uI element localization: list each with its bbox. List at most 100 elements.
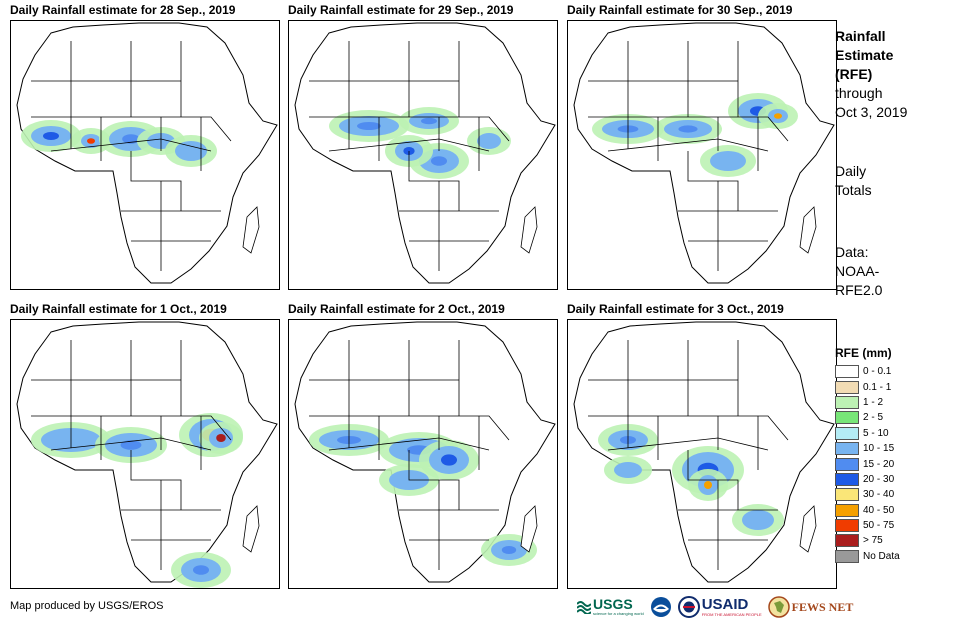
rainfall-core bbox=[421, 117, 437, 125]
legend-item: 15 - 20 bbox=[835, 456, 955, 471]
country-border bbox=[130, 340, 181, 381]
usaid-text: USAID bbox=[701, 595, 749, 613]
legend-swatch bbox=[835, 442, 859, 456]
noaa-logo bbox=[650, 596, 672, 618]
africa-rainfall-map bbox=[10, 319, 280, 589]
rainfall-core bbox=[622, 466, 634, 474]
fews-net-text: FEWS NET bbox=[791, 599, 854, 614]
country-border bbox=[687, 151, 739, 211]
sidebar-title: Rainfall Estimate (RFE) through Oct 3, 2… bbox=[835, 27, 965, 122]
daily-totals-label: Daily Totals bbox=[835, 162, 872, 200]
totals-label: Totals bbox=[835, 182, 872, 198]
legend-label: 0 - 0.1 bbox=[863, 366, 892, 378]
usaid-seal-icon bbox=[677, 596, 700, 618]
fews-net-logo: FEWS NET bbox=[767, 596, 854, 618]
rainfall-core bbox=[120, 440, 142, 450]
rainfall-layer bbox=[573, 321, 835, 583]
legend-swatch bbox=[835, 395, 859, 409]
country-border bbox=[130, 151, 182, 211]
data-label: Data: bbox=[835, 244, 869, 260]
madagascar-outline bbox=[242, 505, 260, 553]
title-line-2: Estimate bbox=[835, 47, 894, 63]
africa-rainfall-map bbox=[567, 20, 837, 290]
map-credit: Map produced by USGS/EROS bbox=[10, 600, 164, 612]
legend-label: 10 - 15 bbox=[863, 443, 895, 455]
country-border bbox=[588, 116, 789, 142]
rainfall-layer bbox=[294, 321, 556, 583]
country-border bbox=[687, 450, 739, 510]
through-date: Oct 3, 2019 bbox=[835, 104, 908, 120]
rainfall-core bbox=[431, 156, 447, 166]
rainfall-core bbox=[484, 137, 494, 145]
legend-item: No Data bbox=[835, 549, 955, 564]
title-line-1: Rainfall bbox=[835, 28, 886, 44]
rainfall-core bbox=[704, 481, 712, 489]
madagascar-outline bbox=[242, 206, 260, 254]
country-border bbox=[588, 415, 789, 441]
legend-label: 5 - 10 bbox=[863, 427, 889, 439]
legend-label: 1 - 2 bbox=[863, 396, 884, 408]
rainfall-panel-6: Daily Rainfall estimate for 3 Oct., 2019 bbox=[567, 302, 837, 589]
rainfall-core bbox=[184, 147, 198, 155]
rainfall-panel-4: Daily Rainfall estimate for 1 Oct., 2019 bbox=[10, 302, 280, 589]
legend-label: 20 - 30 bbox=[863, 473, 895, 485]
legend-swatch bbox=[835, 534, 859, 548]
rainfall-core bbox=[774, 113, 782, 119]
legend-swatch bbox=[835, 503, 859, 517]
africa-rainfall-map bbox=[567, 319, 837, 589]
africa-rainfall-map bbox=[288, 20, 558, 290]
country-border bbox=[130, 41, 181, 82]
country-border bbox=[31, 415, 232, 441]
madagascar-outline bbox=[520, 206, 538, 254]
rainfall-core bbox=[43, 132, 59, 140]
rainfall-layer bbox=[294, 22, 556, 284]
country-border bbox=[408, 450, 460, 510]
fews-globe-icon bbox=[767, 596, 790, 618]
legend-swatch bbox=[835, 457, 859, 471]
country-border bbox=[408, 41, 459, 82]
rainfall-core bbox=[720, 157, 736, 165]
noaa-label: NOAA- bbox=[835, 263, 880, 279]
legend-item: 0 - 0.1 bbox=[835, 364, 955, 379]
country-border bbox=[687, 340, 738, 381]
legend-item: 10 - 15 bbox=[835, 441, 955, 456]
legend-swatch bbox=[835, 519, 859, 533]
rainfall-core bbox=[441, 454, 457, 466]
rainfall-panel-1: Daily Rainfall estimate for 28 Sep., 201… bbox=[10, 3, 280, 290]
rainfall-core bbox=[216, 434, 226, 442]
legend-item: > 75 bbox=[835, 533, 955, 548]
legend-label: 40 - 50 bbox=[863, 504, 895, 516]
legend-swatch bbox=[835, 426, 859, 440]
panel-title: Daily Rainfall estimate for 1 Oct., 2019 bbox=[10, 302, 227, 316]
rainfall-layer bbox=[16, 321, 278, 588]
legend-label: 2 - 5 bbox=[863, 412, 884, 424]
usaid-logo: USAID FROM THE AMERICAN PEOPLE bbox=[677, 595, 762, 618]
usgs-text: USGS bbox=[593, 596, 633, 612]
title-line-3: (RFE) bbox=[835, 66, 873, 82]
africa-rainfall-map bbox=[10, 20, 280, 290]
legend-swatch bbox=[835, 365, 859, 379]
legend-swatch bbox=[835, 488, 859, 502]
legend-swatch bbox=[835, 549, 859, 563]
rainfall-core bbox=[193, 565, 209, 575]
country-border bbox=[408, 340, 459, 381]
rainfall-panel-5: Daily Rainfall estimate for 2 Oct., 2019 bbox=[288, 302, 558, 589]
legend-item: 5 - 10 bbox=[835, 426, 955, 441]
panel-title: Daily Rainfall estimate for 2 Oct., 2019 bbox=[288, 302, 505, 316]
legend-swatch bbox=[835, 411, 859, 425]
panel-title: Daily Rainfall estimate for 28 Sep., 201… bbox=[10, 3, 236, 17]
legend-label: 0.1 - 1 bbox=[863, 381, 892, 393]
legend-item: 0.1 - 1 bbox=[835, 379, 955, 394]
country-border bbox=[687, 41, 738, 82]
legend-item: 2 - 5 bbox=[835, 410, 955, 425]
usgs-tagline: science for a changing world bbox=[593, 611, 644, 616]
rainfall-core bbox=[87, 138, 95, 144]
rfe-label: RFE2.0 bbox=[835, 282, 883, 298]
rainfall-layer bbox=[573, 22, 835, 284]
country-border bbox=[130, 450, 182, 510]
usgs-wave-icon bbox=[577, 601, 591, 614]
partner-logos: USGS science for a changing world USAID … bbox=[577, 594, 853, 620]
legend-item: 50 - 75 bbox=[835, 518, 955, 533]
usgs-logo: USGS science for a changing world bbox=[577, 597, 644, 617]
country-border bbox=[31, 116, 232, 142]
